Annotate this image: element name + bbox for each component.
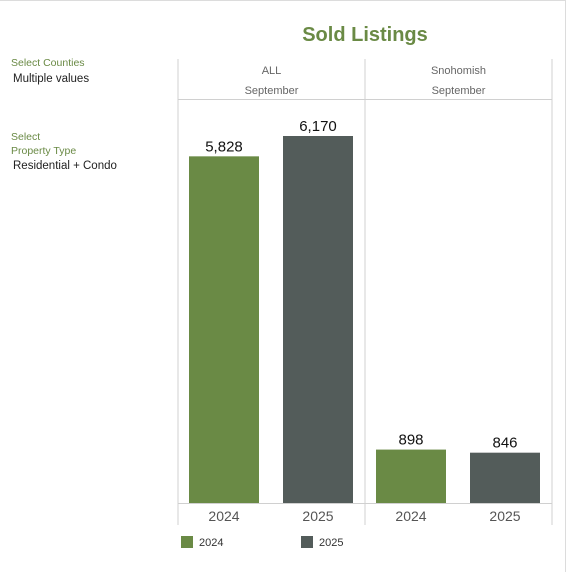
data-label-all-2025: 6,170 — [299, 118, 337, 135]
panel-subheader-0: September — [245, 85, 299, 97]
data-label-snohomish-2025: 846 — [492, 435, 517, 452]
county-filter-value[interactable]: Multiple values — [13, 73, 90, 85]
data-label-snohomish-2024: 898 — [398, 432, 423, 449]
x-tick-label-snohomish-2024: 2024 — [395, 508, 426, 524]
legend-swatch-2025 — [301, 536, 313, 548]
legend-swatch-2024 — [181, 536, 193, 548]
property-type-filter-value[interactable]: Residential + Condo — [13, 160, 117, 172]
panel-header-0: ALL — [262, 65, 282, 77]
bar-snohomish-2024 — [376, 449, 446, 503]
bar-all-2024 — [189, 156, 259, 503]
bar-snohomish-2025 — [470, 452, 540, 503]
x-tick-label-all-2025: 2025 — [302, 508, 333, 524]
property-type-filter-label-line1: Select — [11, 131, 41, 143]
chart-title: Sold Listings — [302, 24, 428, 46]
county-filter-label: Select Counties — [11, 57, 85, 69]
property-type-filter-label-line2: Property Type — [11, 145, 77, 157]
legend-label-2024: 2024 — [199, 537, 224, 549]
x-tick-label-all-2024: 2024 — [208, 508, 239, 524]
panel-subheader-1: September — [432, 85, 486, 97]
data-label-all-2024: 5,828 — [205, 138, 243, 155]
bar-all-2025 — [283, 136, 353, 503]
panel-header-1: Snohomish — [431, 65, 486, 77]
legend-label-2025: 2025 — [319, 537, 344, 549]
x-tick-label-snohomish-2025: 2025 — [489, 508, 520, 524]
frame-top-border — [0, 0, 566, 1]
